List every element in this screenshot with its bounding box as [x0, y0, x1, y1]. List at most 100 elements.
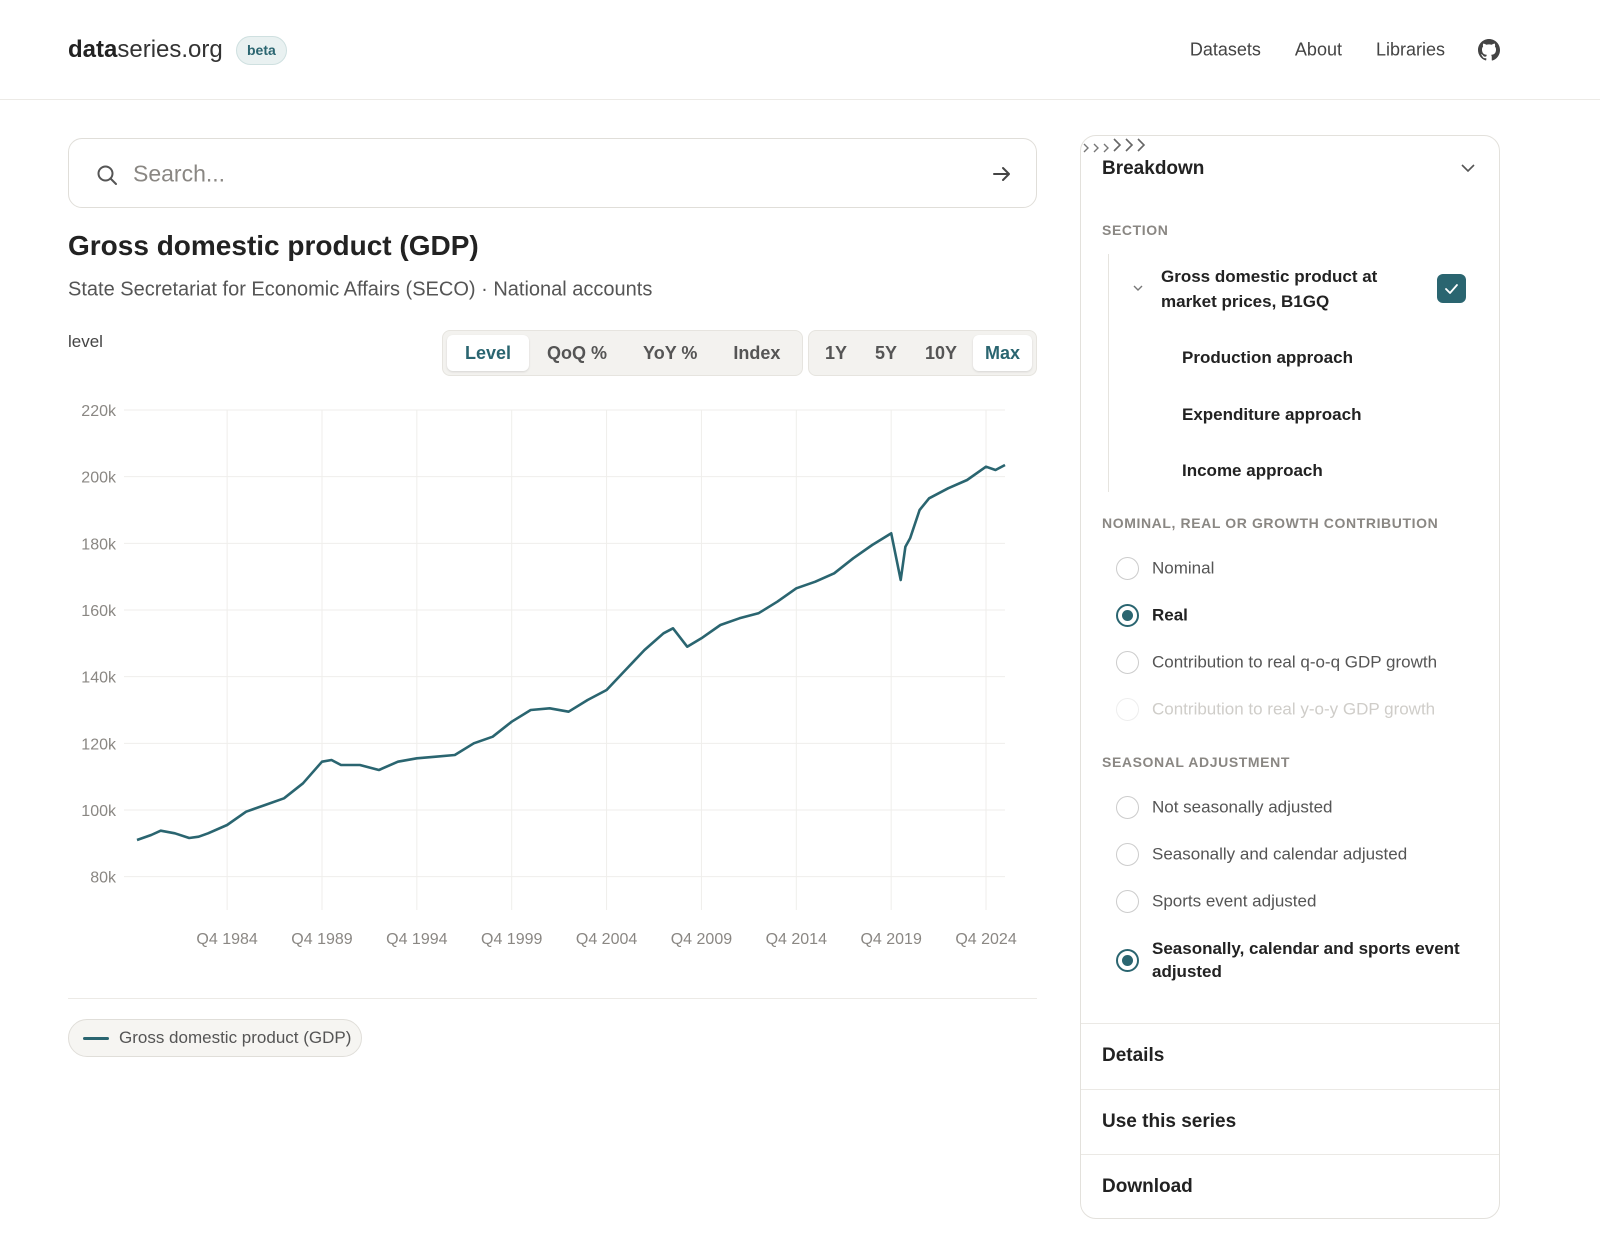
radio[interactable] [1116, 697, 1139, 721]
radio-label[interactable]: Real [1152, 605, 1188, 625]
y-tick-label: 220k [81, 403, 117, 420]
radio-label[interactable]: Not seasonally adjusted [1152, 797, 1333, 817]
chevron-path [1083, 143, 1089, 153]
top-bar: dataseries.org beta Datasets About Librari… [0, 0, 1600, 100]
y-tick-label: 120k [81, 736, 117, 753]
y-tick-label: 140k [81, 670, 117, 687]
footer-divider [1081, 1023, 1499, 1024]
y-tick-label: 160k [81, 603, 117, 620]
x-tick-label: Q4 2024 [955, 931, 1016, 948]
section-item[interactable]: Gross domestic product at market prices,… [1161, 267, 1378, 311]
radio-label[interactable]: Nominal [1152, 558, 1215, 578]
y-tick-label: 100k [81, 803, 117, 820]
nav-link[interactable]: Datasets [1189, 39, 1261, 60]
beta-badge: beta [236, 36, 287, 65]
radio[interactable] [1116, 556, 1139, 580]
range-button[interactable]: 1Y [825, 343, 848, 363]
group-heading: SEASONAL ADJUSTMENT [1102, 754, 1290, 770]
range-switch: 1Y 5Y 10Y Max [808, 330, 1037, 376]
x-tick-label: Q4 1984 [196, 931, 257, 948]
sidebar: Breakdown SECTION Gross domestic product… [1080, 135, 1500, 1219]
section-child[interactable]: Expenditure approach [1182, 404, 1362, 424]
radio-label[interactable]: Seasonally, calendar and sports event ad… [1152, 939, 1460, 981]
x-tick-label: Q4 1994 [386, 931, 447, 948]
footer-section[interactable]: Use this series [1102, 1110, 1237, 1132]
series-title: Gross domestic product (GDP) [68, 230, 479, 261]
github-icon[interactable] [1478, 39, 1500, 61]
tree-chevron[interactable] [1132, 283, 1144, 293]
legend[interactable]: Gross domestic product (GDP) [68, 1019, 363, 1057]
search-placeholder: Search... [133, 160, 226, 187]
series-line [136, 463, 1006, 842]
nav-link[interactable]: Libraries [1375, 39, 1445, 60]
chevron-path [1113, 138, 1122, 152]
radio[interactable] [1116, 889, 1139, 913]
child-chevron[interactable] [1081, 142, 1091, 154]
series-subtitle: State Secretariat for Economic Affairs (… [68, 278, 653, 301]
nav-link[interactable]: About [1294, 39, 1342, 60]
x-tick-label: Q4 2004 [576, 931, 637, 948]
mode-button[interactable]: Index [733, 343, 781, 363]
footer-chevron[interactable] [1111, 136, 1123, 154]
footer-chevron[interactable] [1123, 136, 1135, 154]
chart: 80k 100k 120k 140k 160k 180k 200k 220k Q4 1984 Q4… [81, 403, 1017, 948]
y-tick-label: 80k [90, 870, 117, 887]
radio-label[interactable]: Seasonally and calendar adjusted [1152, 844, 1408, 864]
tree-line [1108, 254, 1109, 492]
child-chevron[interactable] [1091, 142, 1101, 154]
divider [68, 998, 1037, 999]
brand-bold: data [68, 36, 118, 63]
range-button[interactable]: 10Y [924, 343, 957, 363]
collapse-chevron[interactable] [1459, 161, 1477, 175]
mode-switch: Level QoQ % YoY % Index [442, 330, 804, 376]
radio-label[interactable]: Contribution to real q-o-q GDP growth [1152, 652, 1438, 672]
y-tick-label: 200k [81, 470, 117, 487]
radio[interactable] [1116, 842, 1139, 866]
chevron-path [1125, 138, 1134, 152]
range-button[interactable]: Max [972, 335, 1032, 371]
x-tick-label: Q4 2019 [860, 931, 921, 948]
radio[interactable] [1116, 795, 1139, 819]
y-tick-label: 180k [81, 536, 117, 553]
x-tick-label: Q4 1989 [291, 931, 352, 948]
legend-label: Gross domestic product (GDP) [119, 1028, 352, 1047]
mode-button[interactable]: QoQ % [547, 343, 608, 363]
chevron-path [1093, 143, 1099, 153]
footer-section[interactable]: Details [1102, 1045, 1165, 1066]
search-submit[interactable] [991, 163, 1013, 185]
footer-section[interactable]: Download [1102, 1176, 1193, 1197]
unit-label: level [68, 332, 103, 351]
x-tick-label: Q4 1999 [481, 931, 542, 948]
footer-divider [1081, 1154, 1499, 1155]
footer-divider [1081, 1088, 1499, 1090]
group-heading: NOMINAL, REAL OR GROWTH CONTRIBUTION [1102, 515, 1439, 531]
x-tick-label: Q4 2014 [766, 931, 827, 948]
range-button[interactable]: 5Y [874, 343, 898, 363]
search-box[interactable]: Search... [68, 138, 1037, 208]
section-heading: SECTION [1102, 222, 1169, 238]
x-tick-label: Q4 2009 [671, 931, 732, 948]
section-child[interactable]: Production approach [1182, 348, 1353, 367]
chevron-path [1103, 143, 1109, 153]
radio[interactable] [1116, 650, 1139, 674]
radio-label[interactable]: Contribution to real y-o-y GDP growth [1152, 699, 1436, 719]
legend-swatch [83, 1036, 109, 1040]
radio[interactable] [1116, 948, 1139, 972]
section-child[interactable]: Income approach [1182, 461, 1323, 480]
mode-button[interactable]: YoY % [643, 343, 698, 363]
nav: Datasets About Libraries [1190, 40, 1445, 61]
radio-label[interactable]: Sports event adjusted [1152, 891, 1317, 911]
brand[interactable]: dataseries.org [68, 36, 223, 64]
section-checkbox[interactable] [1437, 274, 1466, 303]
search-icon [97, 165, 117, 185]
radio[interactable] [1116, 603, 1139, 627]
mode-button[interactable]: Level [447, 335, 530, 371]
chevron-path [1137, 138, 1146, 152]
child-chevron[interactable] [1101, 142, 1111, 154]
check-icon [1445, 284, 1458, 294]
brand-rest: series.org [117, 36, 223, 63]
footer-chevron[interactable] [1135, 136, 1147, 154]
panel-title[interactable]: Breakdown [1102, 158, 1205, 179]
